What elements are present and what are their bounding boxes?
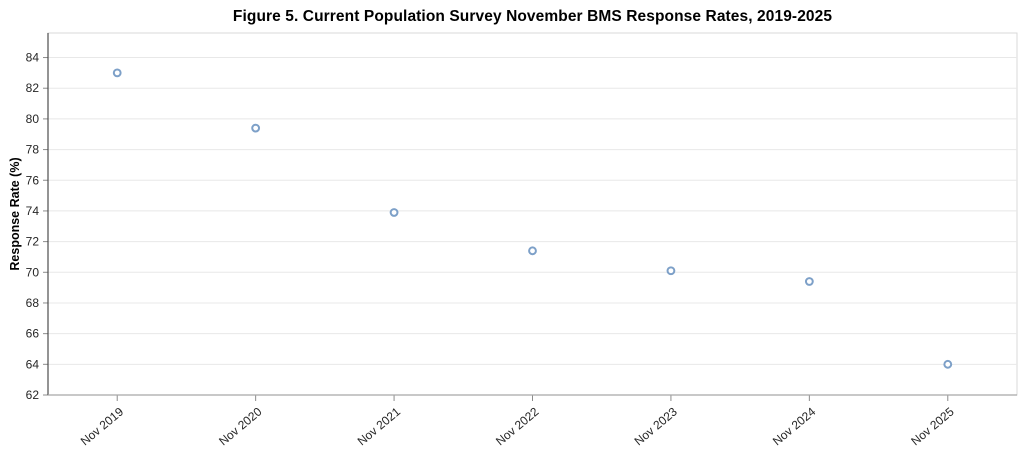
x-tick-label-1: Nov 2020 <box>216 404 265 448</box>
plot-area-border <box>47 32 1018 396</box>
chart-title: Figure 5. Current Population Survey Nove… <box>232 8 833 25</box>
y-tick-label-64: 64 <box>26 357 40 371</box>
data-point-nov-2022 <box>528 246 537 256</box>
y-tick-label-84: 84 <box>26 51 40 65</box>
y-tick-label-80: 80 <box>26 112 40 126</box>
data-point-nov-2023 <box>666 266 676 276</box>
x-tick-label-5: Nov 2024 <box>770 404 819 448</box>
data-point-nov-2025 <box>943 359 953 369</box>
data-point-nov-2024 <box>804 277 814 286</box>
data-point-nov-2021 <box>389 208 399 217</box>
y-tick-label-82: 82 <box>26 81 40 95</box>
data-point-nov-2019 <box>112 68 122 78</box>
y-tick-label-62: 62 <box>26 388 40 402</box>
y-tick-label-68: 68 <box>26 296 40 310</box>
x-tick-label-0: Nov 2019 <box>78 404 127 448</box>
x-tick-label-3: Nov 2022 <box>493 404 542 448</box>
y-tick-label-72: 72 <box>26 235 40 249</box>
y-tick-label-76: 76 <box>26 173 40 187</box>
data-point-nov-2020 <box>251 123 261 133</box>
x-tick-label-4: Nov 2023 <box>632 404 681 448</box>
y-tick-label-78: 78 <box>26 143 40 157</box>
x-tick-label-2: Nov 2021 <box>355 404 404 448</box>
x-tick-label-6: Nov 2025 <box>908 404 957 448</box>
y-tick-label-66: 66 <box>26 327 40 341</box>
y-tick-label-74: 74 <box>26 204 40 218</box>
y-tick-label-70: 70 <box>26 265 40 279</box>
